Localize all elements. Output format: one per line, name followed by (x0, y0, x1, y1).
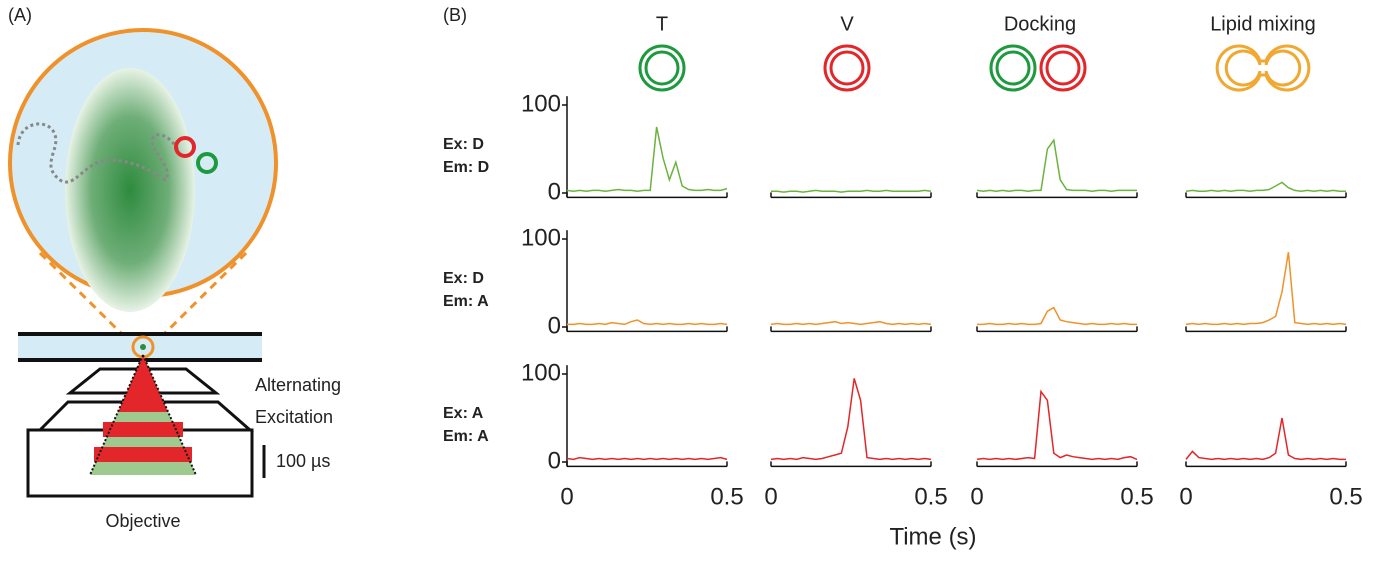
cell (65, 68, 195, 312)
trace (976, 138, 1137, 192)
y-tick-label: 100 (521, 359, 561, 386)
beam-edge (89, 354, 197, 476)
row-label: Ex: D (443, 136, 484, 153)
zoom-line (156, 251, 248, 342)
y-tick-label: 0 (548, 447, 561, 474)
x-tick-label: 0.5 (914, 484, 947, 511)
column-title: V (840, 13, 854, 35)
trace (1185, 417, 1346, 461)
trace (771, 189, 932, 193)
row-label: Em: D (443, 159, 489, 176)
x-tick-label: 0.5 (1329, 484, 1362, 511)
zoom-line (38, 251, 130, 342)
trace (770, 378, 932, 461)
y-tick-label: 100 (521, 90, 561, 117)
trace (977, 306, 1137, 326)
y-tick-label: 0 (548, 178, 561, 205)
x-tick-label: 0 (1179, 484, 1192, 511)
x-tick-label: 0.5 (1120, 484, 1153, 511)
y-tick-label: 0 (548, 312, 561, 339)
column-title: Lipid mixing (1210, 13, 1316, 35)
t-vesicle (196, 152, 218, 174)
trace (566, 126, 728, 192)
beam-stripes (94, 355, 192, 462)
v-vesicle (174, 136, 196, 158)
column-title: T (656, 13, 668, 35)
panel-label: (A) (8, 5, 32, 25)
panel-label: (B) (443, 5, 467, 25)
x-tick-label: 0 (764, 484, 777, 511)
row-label: Em: A (443, 428, 489, 445)
excitation-label: Excitation (255, 407, 333, 427)
x-tick-label: 0.5 (710, 484, 743, 511)
scale-label: 100 µs (276, 451, 330, 471)
trace (1185, 252, 1347, 326)
objective-label: Objective (105, 511, 180, 531)
row-label: Ex: D (443, 270, 484, 287)
focus-spot (140, 344, 146, 350)
row-label: Ex: A (443, 405, 484, 422)
x-tick-label: 0 (970, 484, 983, 511)
trace (976, 389, 1138, 461)
column-title: Docking (1004, 13, 1076, 35)
icons (638, 44, 1311, 92)
y-tick-label: 100 (521, 224, 561, 251)
excitation-label: Alternating (255, 375, 341, 395)
row-label: Em: A (443, 293, 489, 310)
trace (1185, 181, 1346, 192)
trace (566, 456, 728, 461)
trace (567, 319, 728, 326)
x-tick-label: 0 (560, 484, 573, 511)
x-axis-label: Time (s) (889, 523, 976, 550)
beam (90, 355, 196, 475)
trace (770, 320, 932, 326)
